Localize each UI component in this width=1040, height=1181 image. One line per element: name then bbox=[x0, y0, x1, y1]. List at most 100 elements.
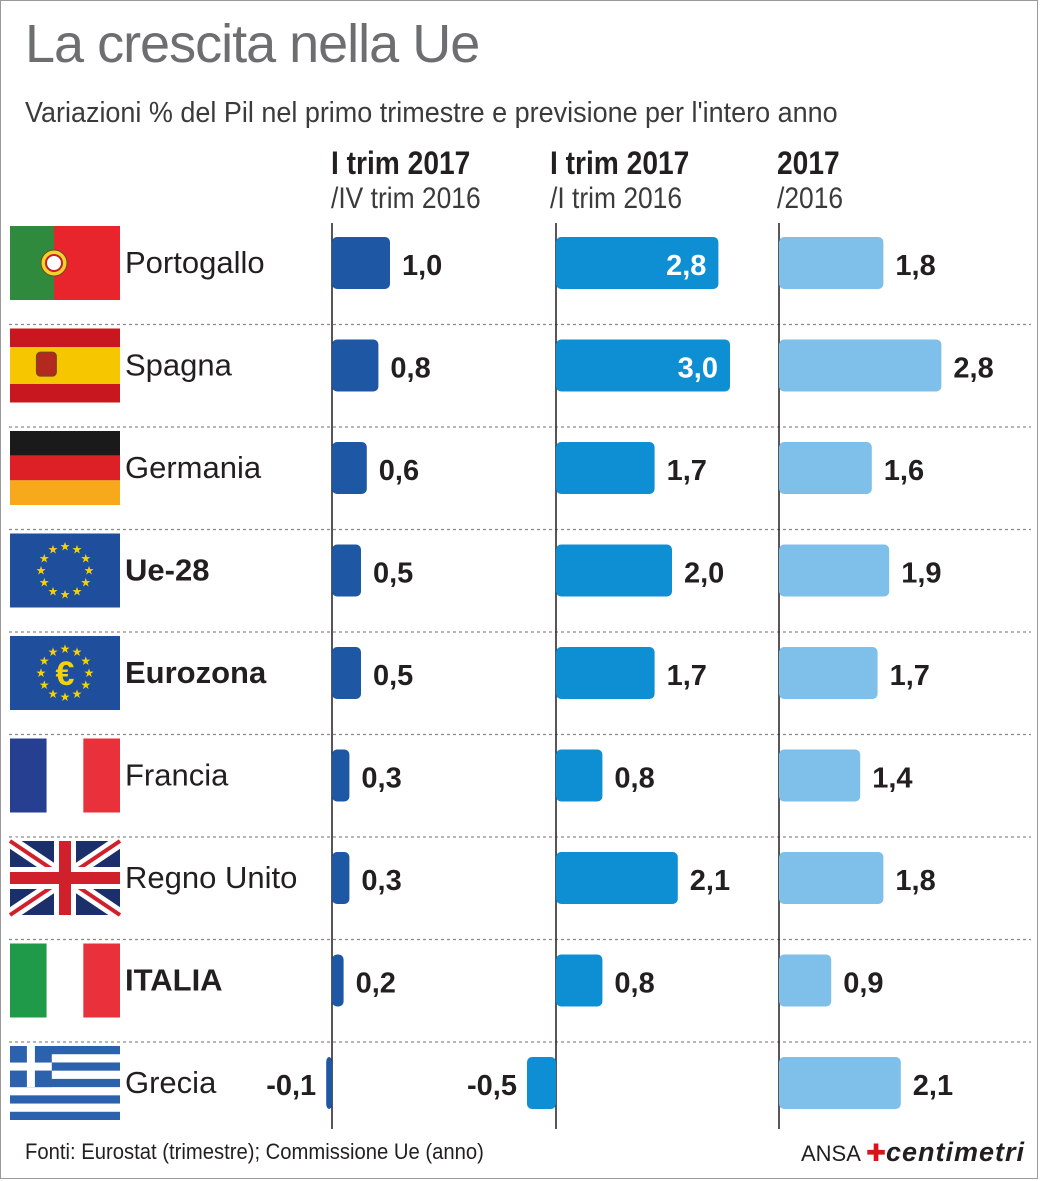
svg-text:★: ★ bbox=[60, 690, 71, 704]
column-header-line1: I trim 2017 bbox=[550, 145, 690, 181]
value-label-grecia-series-1: -0,1 bbox=[266, 1070, 316, 1102]
column-header-line2: /2016 bbox=[777, 182, 844, 215]
value-label-portogallo-series-3: 1,8 bbox=[895, 250, 935, 282]
svg-text:★: ★ bbox=[72, 584, 83, 598]
svg-text:★: ★ bbox=[48, 645, 59, 659]
flag-germania-icon bbox=[10, 431, 120, 505]
column-header-y-on-y: I trim 2017 /I trim 2016 bbox=[550, 145, 708, 217]
bar-eurozona-series-3 bbox=[779, 647, 878, 699]
category-label-grecia: Grecia bbox=[125, 1065, 217, 1100]
chart-subtitle: Variazioni % del Pil nel primo trimestre… bbox=[25, 97, 838, 129]
bar-portogallo-series-2 bbox=[556, 237, 719, 289]
value-label-italia-series-3: 0,9 bbox=[843, 968, 883, 1000]
column-header-line2: /I trim 2016 bbox=[550, 182, 683, 215]
value-label-portogallo-series-2: 2,8 bbox=[666, 250, 706, 282]
value-label-ue-28-series-1: 0,5 bbox=[373, 558, 413, 590]
value-label-eurozona-series-3: 1,7 bbox=[890, 660, 930, 692]
svg-text:★: ★ bbox=[36, 564, 47, 578]
svg-text:★: ★ bbox=[39, 678, 50, 692]
value-label-ue-28-series-2: 2,0 bbox=[684, 558, 724, 590]
bar-francia-series-3 bbox=[779, 749, 861, 802]
svg-text:★: ★ bbox=[80, 552, 91, 566]
value-label-eurozona-series-1: 0,5 bbox=[373, 660, 413, 692]
value-label-portogallo-series-1: 1,0 bbox=[402, 250, 442, 282]
value-label-germania-series-3: 1,6 bbox=[884, 455, 924, 487]
category-label-spagna: Spagna bbox=[125, 348, 233, 383]
value-label-regno-unito-series-2: 2,1 bbox=[690, 865, 730, 897]
bar-ue-28-series-2 bbox=[556, 544, 672, 597]
bar-italia-series-2 bbox=[556, 954, 603, 1007]
svg-text:★: ★ bbox=[60, 642, 71, 656]
bar-germania-series-1 bbox=[332, 442, 367, 494]
bar-italia-series-1 bbox=[332, 954, 344, 1007]
chart-title: La crescita nella Ue bbox=[25, 14, 480, 74]
category-label-germania: Germania bbox=[125, 450, 262, 485]
column-header-line1: 2017 bbox=[777, 145, 840, 181]
bar-italia-series-3 bbox=[779, 954, 832, 1007]
svg-text:★: ★ bbox=[60, 540, 71, 554]
flag-italia-icon bbox=[10, 943, 120, 1018]
svg-text:★: ★ bbox=[72, 687, 83, 701]
svg-text:★: ★ bbox=[48, 584, 59, 598]
svg-text:★: ★ bbox=[48, 687, 59, 701]
value-label-spagna-series-3: 2,8 bbox=[953, 353, 993, 385]
svg-text:★: ★ bbox=[84, 666, 95, 680]
bar-regno-unito-series-1 bbox=[332, 852, 350, 904]
value-label-germania-series-1: 0,6 bbox=[379, 455, 419, 487]
bar-francia-series-1 bbox=[332, 749, 350, 802]
flag-ue-28-icon: ★★★★★★★★★ ★ ★★ bbox=[10, 533, 120, 608]
svg-text:★: ★ bbox=[39, 552, 50, 566]
column-header-line1: I trim 2017 bbox=[331, 145, 471, 181]
bar-germania-series-3 bbox=[779, 442, 872, 494]
logo-mark-icon: ✚ bbox=[865, 1140, 886, 1167]
value-label-regno-unito-series-1: 0,3 bbox=[361, 865, 401, 897]
bar-portogallo-series-3 bbox=[779, 237, 884, 289]
bar-ue-28-series-1 bbox=[332, 544, 361, 597]
logo-centimetri: centimetri bbox=[885, 1137, 1025, 1167]
svg-text:★: ★ bbox=[72, 645, 83, 659]
bar-germania-series-2 bbox=[556, 442, 655, 494]
svg-text:★: ★ bbox=[80, 678, 91, 692]
category-label-italia: ITALIA bbox=[125, 963, 223, 998]
bar-spagna-series-1 bbox=[332, 339, 379, 392]
value-label-spagna-series-1: 0,8 bbox=[390, 353, 430, 385]
value-label-grecia-series-3: 2,1 bbox=[913, 1070, 953, 1102]
value-label-eurozona-series-2: 1,7 bbox=[667, 660, 707, 692]
bar-regno-unito-series-3 bbox=[779, 852, 884, 904]
source-note: Fonti: Eurostat (trimestre); Commissione… bbox=[25, 1139, 484, 1164]
svg-text:★: ★ bbox=[84, 564, 95, 578]
bar-eurozona-series-1 bbox=[332, 647, 361, 699]
bar-eurozona-series-2 bbox=[556, 647, 655, 699]
value-label-italia-series-2: 0,8 bbox=[614, 968, 654, 1000]
svg-text:★: ★ bbox=[80, 654, 91, 668]
category-label-ue-28: Ue-28 bbox=[125, 553, 209, 588]
bar-grecia-series-1 bbox=[326, 1057, 332, 1109]
column-header-line2: /IV trim 2016 bbox=[331, 182, 481, 215]
flag-regno-unito-icon bbox=[6, 835, 124, 921]
value-label-spagna-series-2: 3,0 bbox=[678, 353, 718, 385]
category-label-regno-unito: Regno Unito bbox=[125, 860, 297, 895]
svg-text:★: ★ bbox=[72, 543, 83, 557]
flag-eurozona-icon: ★★★★★★★★★ ★ ★★€ bbox=[10, 636, 120, 710]
bar-ue-28-series-3 bbox=[779, 544, 890, 597]
value-label-francia-series-1: 0,3 bbox=[361, 763, 401, 795]
value-label-francia-series-2: 0,8 bbox=[614, 763, 654, 795]
category-label-eurozona: Eurozona bbox=[125, 655, 267, 690]
svg-text:★: ★ bbox=[48, 543, 59, 557]
ansa-centimetri-logo: ANSA ✚centimetri bbox=[801, 1137, 1025, 1168]
flag-francia-icon bbox=[10, 738, 120, 813]
value-label-germania-series-2: 1,7 bbox=[667, 455, 707, 487]
svg-text:★: ★ bbox=[39, 576, 50, 590]
bar-grecia-series-2 bbox=[527, 1057, 556, 1109]
column-header-annual: 2017 /2016 bbox=[777, 145, 852, 217]
flag-grecia-icon bbox=[10, 1046, 120, 1120]
svg-text:★: ★ bbox=[60, 588, 71, 602]
svg-text:€: € bbox=[56, 655, 75, 693]
svg-text:★: ★ bbox=[80, 576, 91, 590]
flag-portogallo-icon bbox=[10, 226, 120, 300]
bar-grecia-series-3 bbox=[779, 1057, 901, 1109]
bar-regno-unito-series-2 bbox=[556, 852, 678, 904]
value-label-francia-series-3: 1,4 bbox=[872, 763, 912, 795]
